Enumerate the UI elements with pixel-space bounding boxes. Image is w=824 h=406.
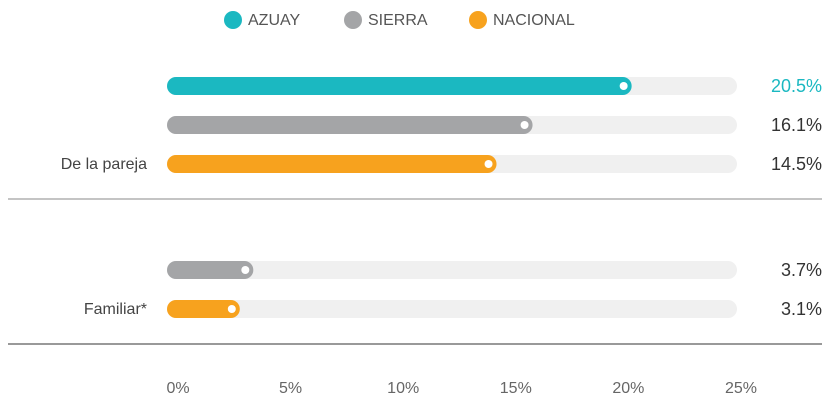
legend-label: NACIONAL [493, 12, 575, 29]
x-tick-label: 5% [279, 380, 302, 397]
x-tick-label: 0% [166, 380, 189, 397]
x-tick-label: 25% [725, 380, 757, 397]
bar-end-dot [484, 160, 493, 168]
value-label: 14.5% [771, 154, 822, 174]
bar-end-dot [227, 305, 236, 313]
legend-label: AZUAY [248, 12, 300, 29]
value-label: 3.1% [781, 299, 822, 319]
x-tick-label: 15% [500, 380, 532, 397]
bar [167, 116, 533, 134]
x-tick-label: 10% [387, 380, 419, 397]
bar [167, 261, 254, 279]
value-label: 3.7% [781, 260, 822, 280]
bar [167, 300, 240, 318]
category-label: Familiar* [84, 301, 147, 318]
category-label: De la pareja [61, 156, 147, 173]
x-tick-label: 20% [612, 380, 644, 397]
bar-end-dot [520, 121, 529, 129]
bar [167, 155, 497, 173]
value-label: 16.1% [771, 115, 822, 135]
legend-label: SIERRA [368, 12, 428, 29]
value-label: 20.5% [771, 76, 822, 96]
legend-swatch [344, 11, 362, 29]
bar [167, 77, 632, 95]
bar-end-dot [241, 266, 250, 274]
legend-swatch [224, 11, 242, 29]
bar-end-dot [619, 82, 628, 90]
bar-track [167, 261, 737, 279]
bar-track [167, 300, 737, 318]
legend-swatch [469, 11, 487, 29]
